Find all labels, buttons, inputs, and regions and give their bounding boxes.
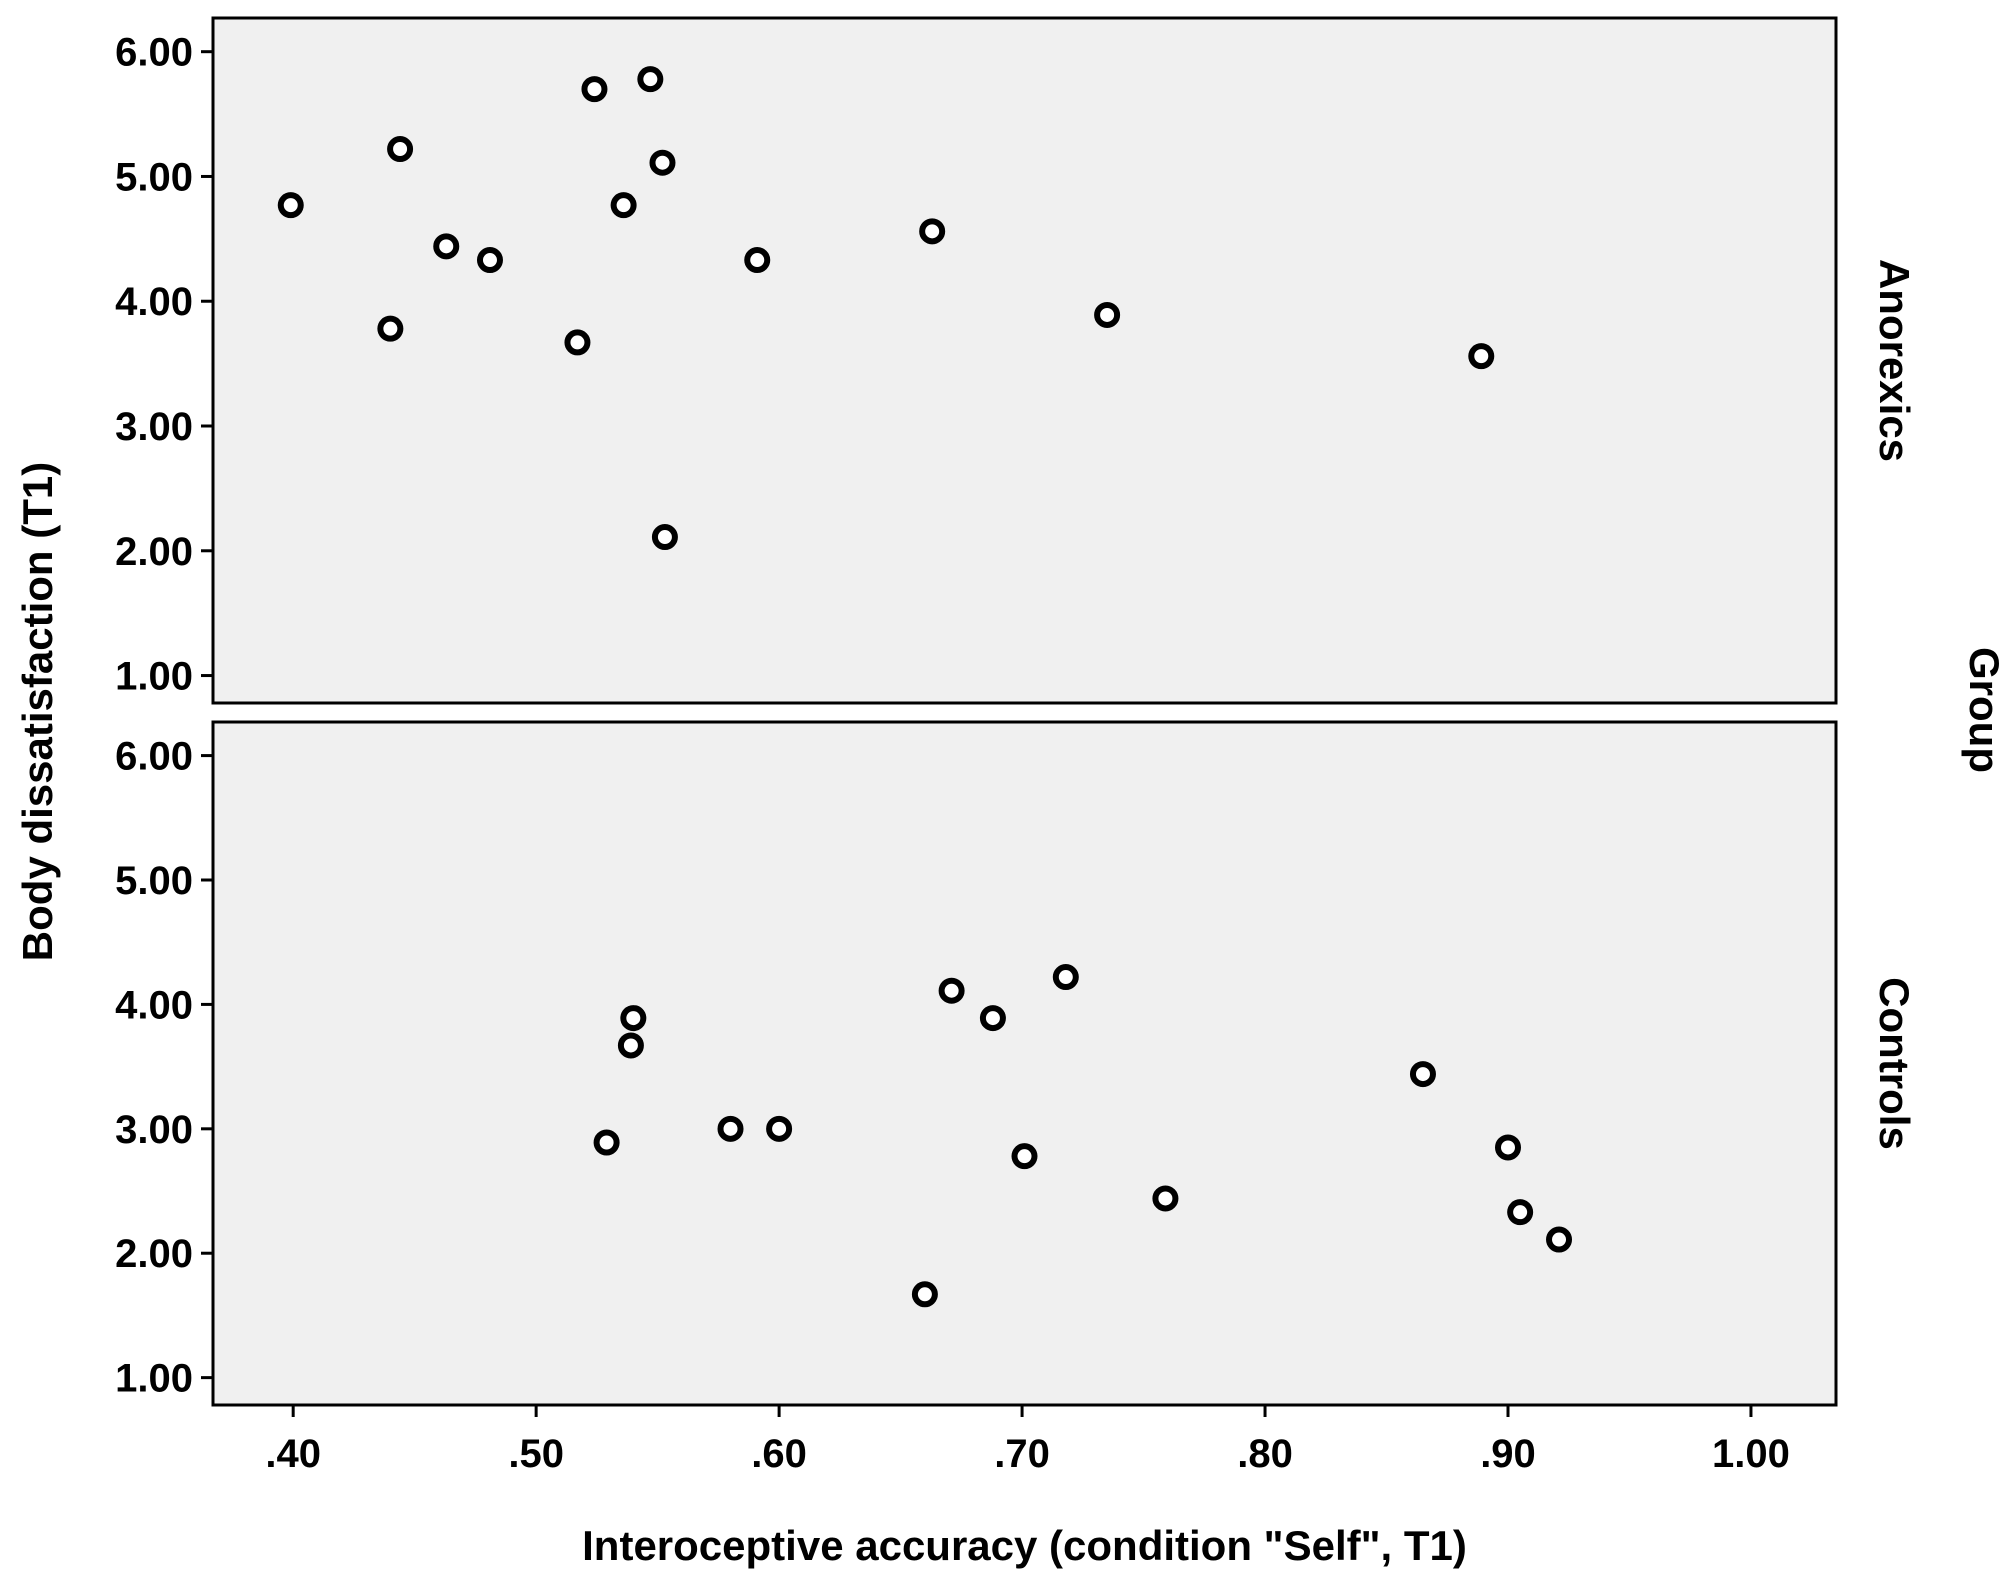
point-anorexics-8: [637, 66, 664, 93]
x-tick-label-6: 1.00: [1712, 1432, 1790, 1476]
y-tick-label-anorexics-3: 4.00: [115, 280, 193, 324]
point-controls-14: [1546, 1226, 1573, 1253]
point-anorexics-6: [581, 76, 608, 103]
x-tick-label-4: .80: [1237, 1432, 1293, 1476]
y-tick-label-controls-3: 4.00: [115, 983, 193, 1027]
y-tick-label-anorexics-2: 3.00: [115, 405, 193, 449]
y-tick-label-controls-0: 1.00: [115, 1357, 193, 1401]
point-anorexics-1: [387, 136, 414, 163]
point-anorexics-9: [649, 149, 676, 176]
y-tick-label-anorexics-5: 6.00: [115, 31, 193, 75]
point-controls-4: [766, 1115, 793, 1142]
panel-frame-controls: [211, 720, 1838, 1407]
point-anorexics-7: [610, 192, 637, 219]
point-controls-13: [1507, 1199, 1534, 1226]
point-controls-9: [1052, 964, 1079, 991]
point-controls-7: [979, 1005, 1006, 1032]
point-controls-3: [717, 1115, 744, 1142]
y-tick-label-anorexics-4: 5.00: [115, 155, 193, 199]
x-tick-label-5: .90: [1480, 1432, 1536, 1476]
point-anorexics-4: [476, 247, 503, 274]
y-tick-label-controls-1: 2.00: [115, 1232, 193, 1276]
y-tick-label-controls-4: 5.00: [115, 859, 193, 903]
y-tick-label-anorexics-0: 1.00: [115, 655, 193, 699]
point-anorexics-2: [377, 315, 404, 342]
x-tick-label-3: .70: [994, 1432, 1050, 1476]
point-controls-1: [620, 1005, 647, 1032]
x-axis-title: Interoceptive accuracy (condition "Self"…: [582, 1522, 1467, 1569]
point-controls-0: [593, 1129, 620, 1156]
point-controls-8: [1011, 1143, 1038, 1170]
point-controls-10: [1152, 1185, 1179, 1212]
y-axis-title: Body dissatisfaction (T1): [14, 462, 61, 961]
point-anorexics-5: [564, 329, 591, 356]
panel-label-controls: Controls: [1871, 977, 1918, 1150]
point-anorexics-0: [277, 192, 304, 219]
point-anorexics-10: [651, 524, 678, 551]
facet-title: Group: [1961, 647, 2008, 773]
point-controls-6: [938, 977, 965, 1004]
point-anorexics-12: [919, 218, 946, 245]
panel-frame-anorexics: [211, 16, 1838, 705]
x-tick-label-0: .40: [265, 1432, 321, 1476]
point-controls-11: [1409, 1061, 1436, 1088]
point-anorexics-14: [1468, 343, 1495, 370]
point-controls-2: [617, 1032, 644, 1059]
y-tick-label-controls-2: 3.00: [115, 1108, 193, 1152]
x-tick-label-2: .60: [751, 1432, 807, 1476]
x-tick-label-1: .50: [508, 1432, 564, 1476]
point-anorexics-3: [433, 233, 460, 260]
panel-label-anorexics: Anorexics: [1871, 259, 1918, 462]
point-controls-12: [1494, 1134, 1521, 1161]
point-anorexics-11: [744, 247, 771, 274]
point-controls-5: [911, 1281, 938, 1308]
y-tick-label-controls-5: 6.00: [115, 735, 193, 779]
point-anorexics-13: [1094, 301, 1121, 328]
y-tick-label-anorexics-1: 2.00: [115, 530, 193, 574]
